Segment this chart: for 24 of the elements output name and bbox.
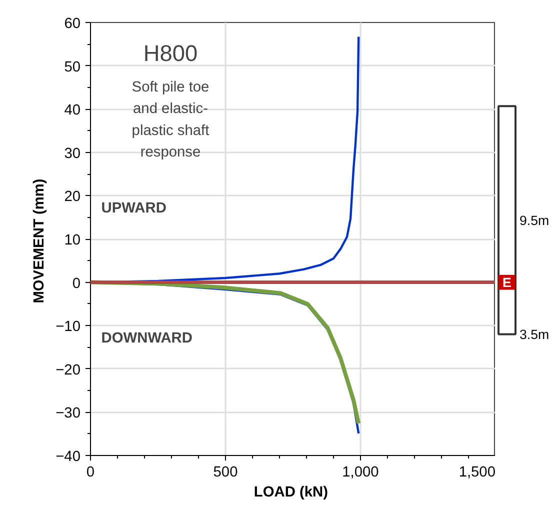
annotation: DOWNWARD <box>101 330 192 347</box>
y-tick-label: 30 <box>64 146 81 162</box>
y-tick-label: −20 <box>56 362 81 378</box>
x-tick-label: 1,500 <box>458 464 496 480</box>
x-axis-title: LOAD (kN) <box>254 484 328 500</box>
x-tick-label: 1,000 <box>342 464 379 480</box>
y-tick-label: 50 <box>64 59 81 76</box>
text: E <box>502 274 512 290</box>
x-tick-label: 0 <box>86 464 95 480</box>
y-tick-label: −10 <box>56 319 81 336</box>
annotation: UPWARD <box>101 200 166 217</box>
y-tick-label: 10 <box>64 232 81 248</box>
y-axis-title: MOVEMENT (mm) <box>32 178 48 304</box>
text: 3.5m <box>520 326 550 342</box>
text: Soft pile toe and elastic- plastic shaft response <box>132 79 210 160</box>
text: H800 <box>143 40 198 66</box>
y-tick-label: −30 <box>56 406 81 422</box>
text: 9.5m <box>520 212 550 228</box>
y-tick-label: 60 <box>64 16 81 32</box>
y-tick-label: 40 <box>64 102 81 119</box>
y-tick-label: 0 <box>72 276 81 292</box>
y-tick-label: 20 <box>64 189 81 206</box>
x-tick-label: 500 <box>213 464 238 480</box>
y-tick-label: −40 <box>56 449 81 465</box>
